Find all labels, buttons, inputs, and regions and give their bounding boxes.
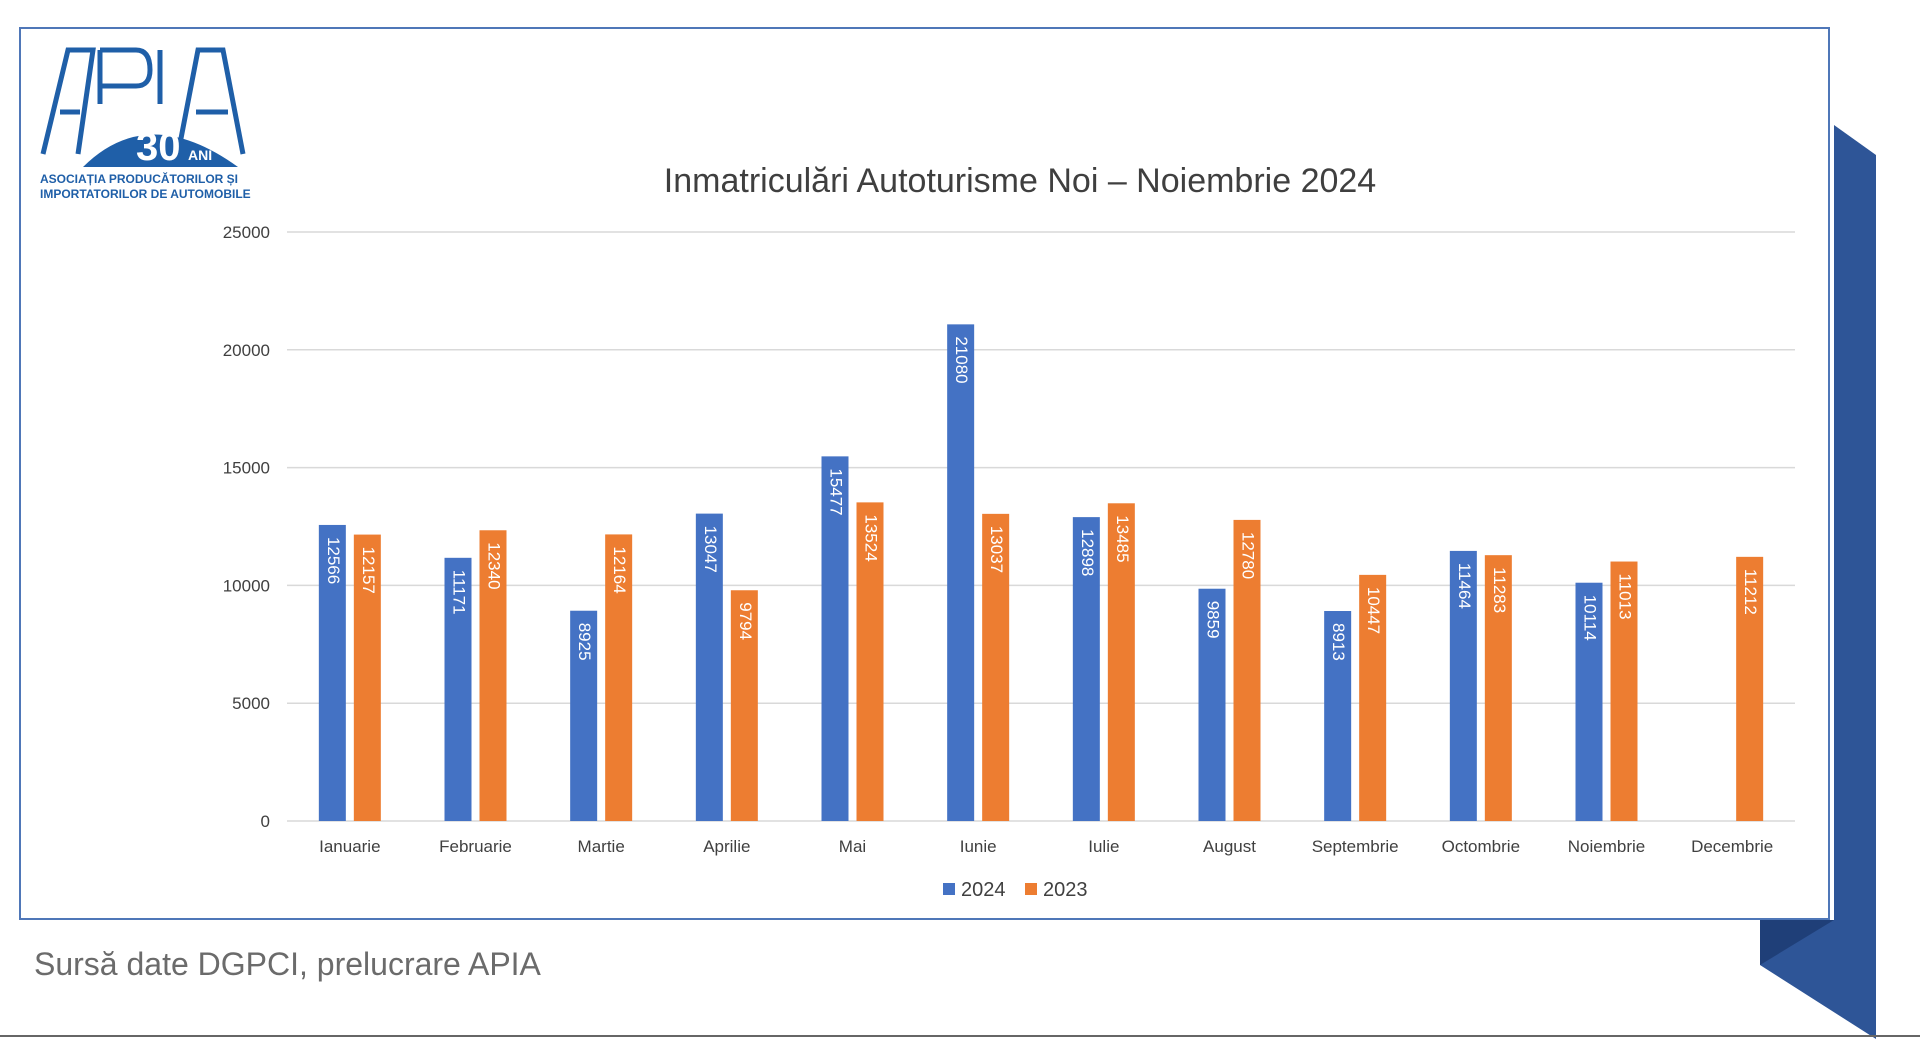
source-note: Sursă date DGPCI, prelucrare APIA (34, 946, 541, 982)
data-label: 21080 (952, 336, 971, 383)
legend-swatch (943, 883, 955, 895)
x-tick-label: Septembrie (1312, 837, 1399, 856)
data-label: 11464 (1455, 563, 1474, 609)
corner-ribbon (1760, 125, 1876, 1039)
logo-badge: 30 (136, 125, 181, 169)
chart-title: Inmatriculări Autoturisme Noi – Noiembri… (663, 162, 1377, 200)
x-tick-label: August (1203, 837, 1256, 856)
x-tick-label: Iunie (960, 837, 997, 856)
corner-ribbon-shadow (1760, 920, 1834, 965)
x-tick-label: Martie (578, 837, 625, 856)
logo-org-line-1: ASOCIAȚIA PRODUCĂTORILOR ȘI (40, 171, 238, 186)
x-tick-label: Iulie (1088, 837, 1119, 856)
bar (1449, 550, 1477, 821)
bar (1484, 555, 1512, 821)
bar (570, 610, 598, 821)
bar (695, 513, 723, 821)
y-tick-label: 0 (261, 812, 270, 831)
x-tick-label: Octombrie (1442, 837, 1520, 856)
data-label: 15477 (827, 468, 846, 515)
data-label: 11283 (1490, 567, 1509, 613)
y-tick-label: 5000 (232, 694, 270, 713)
data-label: 11212 (1741, 569, 1760, 615)
x-tick-label: Decembrie (1691, 837, 1773, 856)
data-label: 13524 (862, 514, 881, 561)
bar (1198, 588, 1226, 821)
data-label: 11171 (450, 570, 469, 615)
bar (1359, 574, 1387, 821)
bottom-rule (0, 1035, 1920, 1037)
bar (1736, 556, 1764, 821)
x-tick-label: Aprilie (703, 837, 750, 856)
bar (1233, 519, 1261, 821)
data-label: 12898 (1078, 529, 1097, 576)
logo-org-line-2: IMPORTATORILOR DE AUTOMOBILE (40, 187, 251, 201)
x-tick-label: Ianuarie (319, 837, 380, 856)
apia-logo: 30 ANI ASOCIAȚIA PRODUCĂTORILOR ȘI IMPOR… (38, 42, 273, 202)
data-label: 12340 (485, 542, 504, 589)
data-label: 8913 (1329, 623, 1348, 661)
x-tick-label: Mai (839, 837, 866, 856)
data-label: 13037 (987, 526, 1006, 573)
legend-label: 2024 (961, 879, 1006, 901)
data-label: 10447 (1364, 587, 1383, 634)
data-label: 13485 (1113, 515, 1132, 562)
logo-badge-suffix: ANI (188, 147, 212, 163)
bar (605, 534, 633, 821)
y-tick-label: 25000 (223, 223, 270, 242)
bar (821, 456, 849, 821)
x-tick-label: Februarie (439, 837, 512, 856)
data-label: 12780 (1239, 532, 1258, 579)
bar (730, 590, 758, 821)
bar (1324, 611, 1352, 821)
chart-frame (19, 27, 1830, 920)
bar (856, 502, 884, 821)
bar (1072, 517, 1100, 821)
bar (982, 513, 1010, 821)
bar (318, 524, 346, 821)
x-tick-label: Noiembrie (1568, 837, 1645, 856)
data-label: 9794 (736, 602, 755, 640)
y-tick-label: 10000 (223, 576, 270, 595)
data-label: 9859 (1204, 601, 1223, 639)
bar (1107, 503, 1135, 821)
bar (1610, 561, 1638, 821)
data-label: 12566 (324, 537, 343, 584)
data-label: 13047 (701, 526, 720, 573)
legend-swatch (1025, 883, 1037, 895)
data-label: 12164 (610, 546, 629, 593)
y-tick-label: 20000 (223, 341, 270, 360)
data-label: 11013 (1616, 574, 1635, 620)
bar (353, 534, 381, 821)
y-tick-label: 15000 (223, 459, 270, 478)
data-label: 10114 (1581, 595, 1600, 641)
bar (947, 324, 975, 821)
data-label: 12157 (359, 547, 378, 594)
legend-label: 2023 (1043, 879, 1088, 901)
data-label: 8925 (575, 623, 594, 661)
bar (1575, 582, 1603, 821)
bar (444, 557, 472, 821)
bar (479, 530, 507, 821)
